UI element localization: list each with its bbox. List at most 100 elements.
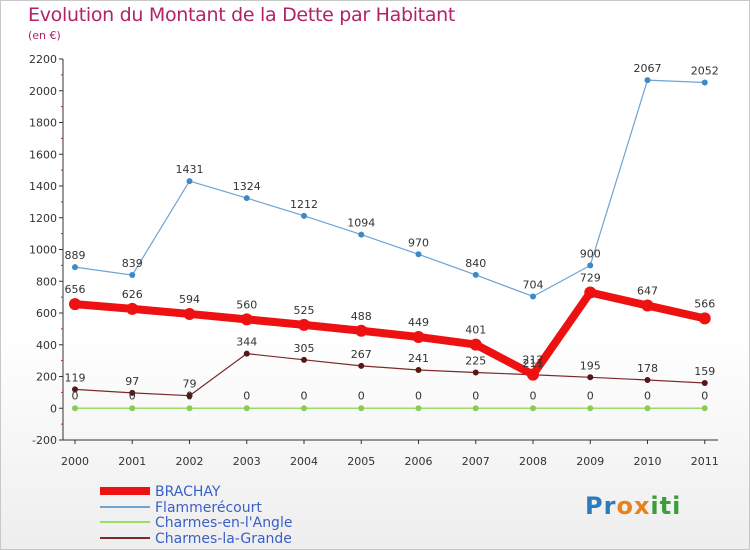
series-line-charmes-la-grande [74,353,706,397]
data-point-flammer-court [358,231,365,238]
data-point-charmes-la-grande [644,376,651,383]
data-label-brachay: 560 [236,298,257,311]
data-point-charmes-la-grande [301,356,307,363]
data-label-charmes-en-l-angle: 0 [472,389,479,402]
y-tick-label: 200 [36,371,57,384]
x-tick-label: 2003 [233,455,261,468]
data-label-charmes-en-l-angle: 0 [186,389,193,402]
data-label-charmes-la-grande: 119 [65,371,86,384]
data-point-charmes-en-l-angle [530,405,536,412]
data-point-charmes-la-grande [415,366,422,373]
data-label-charmes-la-grande: 195 [580,359,601,372]
data-label-brachay: 401 [465,324,486,337]
legend-label-brachay: BRACHAY [155,484,221,500]
data-label-brachay: 566 [694,297,715,310]
series-line-brachay [71,288,709,379]
x-tick-label: 2001 [118,455,146,468]
legend-label-charmes-la-grande: Charmes-la-Grande [155,531,292,547]
x-tick-label: 2009 [576,455,604,468]
data-point-brachay [69,298,81,311]
data-point-flammer-court [644,77,651,84]
data-label-brachay: 626 [122,288,143,301]
data-point-brachay [355,324,368,337]
data-label-charmes-en-l-angle: 0 [72,389,79,402]
data-label-brachay: 525 [294,304,315,317]
x-tick-label: 2005 [347,455,375,468]
data-point-flammer-court [587,262,594,269]
data-point-charmes-la-grande [186,392,193,399]
data-point-charmes-la-grande [472,369,479,376]
x-tick-label: 2008 [519,455,547,468]
data-label-charmes-en-l-angle: 0 [530,389,537,402]
data-label-brachay: 449 [408,316,429,329]
data-point-brachay [527,368,539,381]
data-point-charmes-la-grande [358,362,365,369]
data-point-charmes-en-l-angle [186,405,193,412]
data-label-charmes-en-l-angle: 0 [243,389,250,402]
data-point-charmes-en-l-angle [415,405,422,412]
y-tick-label: 2000 [29,85,57,98]
logo-letter: r [603,492,617,520]
data-point-flammer-court [415,251,422,258]
data-label-flammer-court: 970 [408,236,429,249]
data-label-flammer-court: 1431 [176,163,204,176]
proxiti-logo: Proxiti [585,492,681,520]
data-point-charmes-en-l-angle [301,405,307,412]
logo-letter: i [650,492,660,520]
data-label-brachay: 647 [637,285,658,298]
data-point-flammer-court [243,195,250,202]
data-label-flammer-court: 900 [580,247,601,260]
data-point-charmes-en-l-angle [644,405,651,412]
y-tick-label: 1200 [29,212,57,225]
data-point-flammer-court [530,293,536,300]
data-point-charmes-en-l-angle [243,405,250,412]
data-label-charmes-la-grande: 267 [351,348,372,361]
x-tick-label: 2011 [691,455,719,468]
y-tick-label: 1000 [29,244,57,257]
data-point-charmes-en-l-angle [358,405,365,412]
data-point-flammer-court [186,178,193,185]
data-point-brachay [412,330,425,343]
data-point-brachay [240,313,253,326]
data-label-brachay: 488 [351,310,372,323]
data-label-brachay: 656 [65,283,86,296]
data-point-brachay [298,318,310,331]
x-tick-label: 2002 [176,455,204,468]
logo-letter: o [616,492,634,520]
y-tick-label: 800 [36,275,57,288]
y-tick-label: 2200 [29,53,57,66]
data-point-brachay [698,312,711,325]
data-label-flammer-court: 2067 [634,62,662,75]
data-label-charmes-en-l-angle: 0 [129,389,136,402]
data-label-flammer-court: 704 [523,278,544,291]
y-tick-label: 1400 [29,180,57,193]
logo-letter: t [659,492,673,520]
data-label-flammer-court: 1094 [347,217,375,230]
data-label-charmes-la-grande: 211 [523,357,544,370]
data-point-charmes-en-l-angle [472,405,479,412]
series-line-flammer-court [74,79,706,298]
data-label-flammer-court: 1212 [290,198,318,211]
data-point-brachay [641,299,654,312]
data-label-charmes-en-l-angle: 0 [301,389,308,402]
logo-letter: i [672,492,682,520]
data-point-brachay [469,338,482,351]
data-label-charmes-la-grande: 159 [694,365,715,378]
data-label-flammer-court: 840 [465,257,486,270]
data-point-flammer-court [301,212,307,219]
data-point-charmes-en-l-angle [72,405,78,412]
data-point-charmes-la-grande [701,380,708,387]
x-tick-label: 2010 [634,455,662,468]
data-point-charmes-la-grande [129,389,136,396]
legend-label-flammer-court: Flammerécourt [155,500,262,516]
data-label-charmes-la-grande: 344 [236,336,257,349]
data-label-charmes-la-grande: 305 [294,342,315,355]
data-label-flammer-court: 889 [65,249,86,262]
data-label-charmes-la-grande: 225 [465,355,486,368]
y-tick-label: 1800 [29,117,57,130]
data-point-charmes-la-grande [243,350,250,357]
data-label-charmes-en-l-angle: 0 [587,389,594,402]
data-point-flammer-court [472,271,479,278]
data-label-flammer-court: 839 [122,257,143,270]
data-point-charmes-en-l-angle [701,405,708,412]
